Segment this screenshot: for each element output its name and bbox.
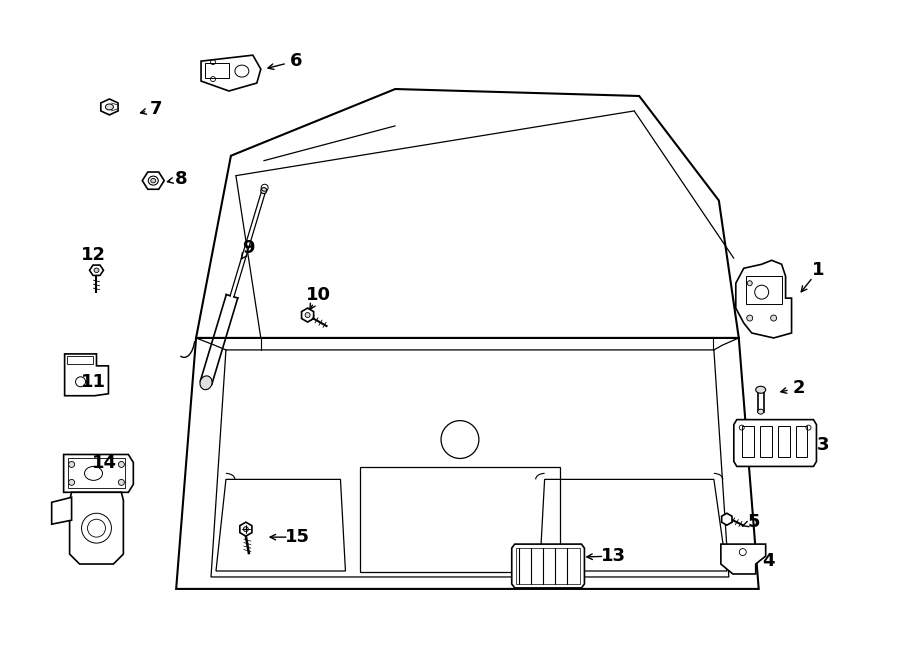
Polygon shape — [65, 354, 108, 396]
Bar — [746, 276, 781, 304]
Polygon shape — [176, 338, 759, 589]
Text: 10: 10 — [306, 286, 331, 304]
Text: 1: 1 — [812, 261, 824, 279]
Text: 13: 13 — [601, 547, 626, 565]
Bar — [778, 426, 789, 457]
Ellipse shape — [94, 268, 99, 273]
Ellipse shape — [68, 461, 75, 467]
Bar — [796, 426, 807, 457]
Polygon shape — [734, 420, 816, 467]
Polygon shape — [512, 544, 584, 588]
Text: 8: 8 — [175, 169, 187, 187]
Text: 11: 11 — [81, 373, 106, 391]
Polygon shape — [201, 55, 261, 91]
Text: 5: 5 — [748, 513, 760, 531]
Polygon shape — [196, 89, 739, 338]
Ellipse shape — [747, 315, 752, 321]
Bar — [742, 426, 753, 457]
Polygon shape — [142, 172, 164, 189]
Bar — [68, 459, 125, 489]
Ellipse shape — [68, 479, 75, 485]
Text: 15: 15 — [285, 528, 310, 546]
Ellipse shape — [747, 281, 752, 286]
Polygon shape — [736, 260, 792, 338]
Text: 14: 14 — [92, 454, 117, 473]
Text: 2: 2 — [792, 379, 805, 397]
Polygon shape — [51, 497, 72, 524]
Text: 7: 7 — [150, 100, 163, 118]
Ellipse shape — [119, 461, 124, 467]
Bar — [760, 426, 771, 457]
Ellipse shape — [105, 104, 113, 110]
Ellipse shape — [151, 178, 156, 183]
Text: 3: 3 — [817, 436, 830, 453]
Ellipse shape — [261, 187, 266, 193]
Polygon shape — [758, 390, 764, 412]
Ellipse shape — [758, 409, 764, 414]
Bar — [516, 548, 580, 584]
Ellipse shape — [148, 176, 158, 185]
Ellipse shape — [305, 312, 310, 318]
Text: 4: 4 — [762, 552, 775, 570]
Ellipse shape — [756, 386, 766, 393]
Ellipse shape — [770, 315, 777, 321]
Polygon shape — [89, 265, 104, 275]
Bar — [67, 356, 93, 364]
Polygon shape — [721, 544, 766, 574]
Ellipse shape — [119, 479, 124, 485]
Polygon shape — [69, 493, 123, 564]
Polygon shape — [722, 513, 732, 525]
Text: 12: 12 — [81, 246, 106, 264]
Text: 9: 9 — [243, 240, 255, 258]
Polygon shape — [64, 455, 133, 493]
Polygon shape — [239, 522, 252, 536]
Ellipse shape — [200, 376, 212, 390]
Bar — [205, 63, 229, 78]
Ellipse shape — [243, 527, 248, 532]
Polygon shape — [302, 308, 313, 322]
Text: 6: 6 — [290, 52, 302, 70]
Polygon shape — [101, 99, 118, 115]
Bar — [360, 467, 560, 572]
